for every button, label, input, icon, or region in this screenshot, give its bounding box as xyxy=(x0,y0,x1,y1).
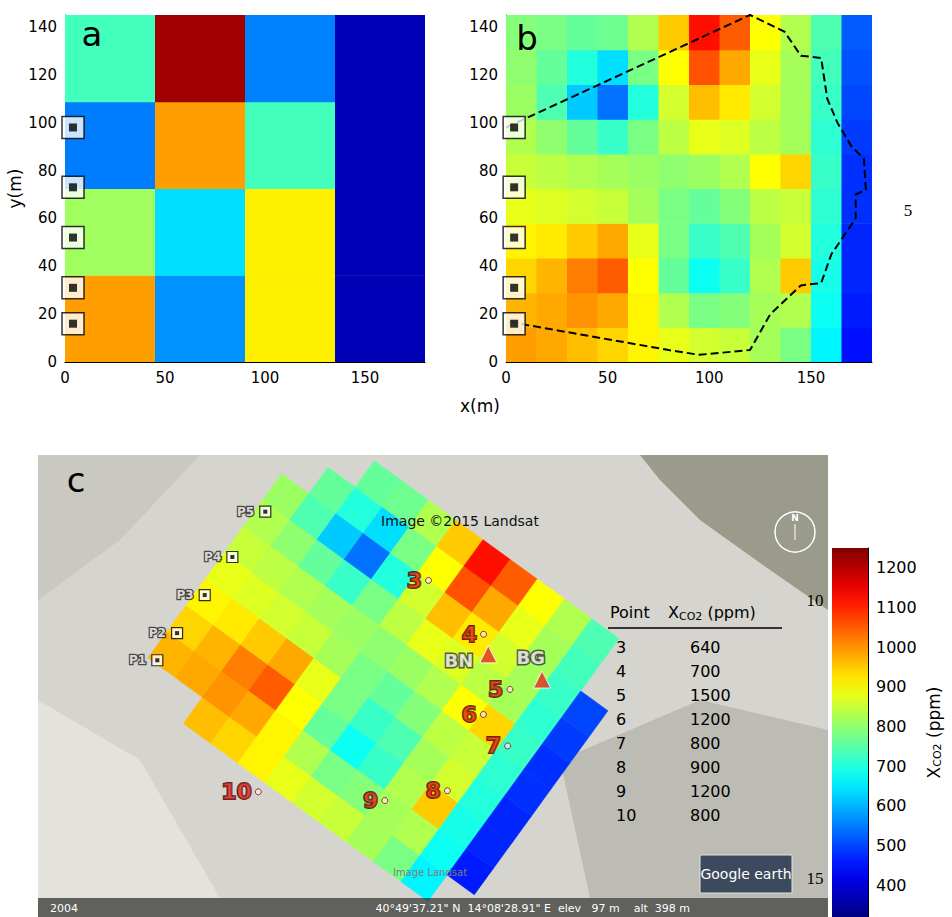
svg-text:Google earth: Google earth xyxy=(700,866,791,882)
svg-text:80: 80 xyxy=(479,162,498,180)
svg-text:15: 15 xyxy=(807,869,824,888)
svg-text:10: 10 xyxy=(221,779,252,804)
svg-text:60: 60 xyxy=(38,209,57,227)
svg-text:140: 140 xyxy=(28,18,57,36)
svg-text:(ppm): (ppm) xyxy=(702,603,755,622)
svg-text:640: 640 xyxy=(690,638,721,657)
svg-text:900: 900 xyxy=(876,677,907,696)
svg-text:40°49'37.21" N 14°08'28.91" E: 40°49'37.21" N 14°08'28.91" E elev 97 m … xyxy=(376,902,690,915)
svg-text:P4: P4 xyxy=(204,550,221,564)
svg-text:X: X xyxy=(668,603,679,622)
svg-text:4: 4 xyxy=(462,622,477,647)
svg-text:40: 40 xyxy=(38,257,57,275)
svg-text:5: 5 xyxy=(904,201,913,220)
svg-text:700: 700 xyxy=(690,662,721,681)
svg-text:1500: 1500 xyxy=(690,686,731,705)
svg-text:10: 10 xyxy=(616,806,636,825)
svg-text:P2: P2 xyxy=(149,626,166,640)
svg-text:5: 5 xyxy=(616,686,626,705)
svg-text:1000: 1000 xyxy=(876,638,917,657)
svg-text:6: 6 xyxy=(616,710,626,729)
svg-text:120: 120 xyxy=(469,66,498,84)
svg-text:9: 9 xyxy=(616,782,626,801)
svg-text:100: 100 xyxy=(695,369,724,387)
svg-text:8: 8 xyxy=(616,758,626,777)
svg-text:9: 9 xyxy=(363,788,378,813)
svg-text:X: X xyxy=(924,766,944,778)
svg-text:(ppm): (ppm) xyxy=(924,687,944,744)
svg-text:0: 0 xyxy=(60,369,70,387)
svg-text:120: 120 xyxy=(28,66,57,84)
svg-text:900: 900 xyxy=(690,758,721,777)
svg-text:50: 50 xyxy=(598,369,617,387)
svg-text:1200: 1200 xyxy=(876,558,917,577)
svg-text:100: 100 xyxy=(28,114,57,132)
svg-text:0: 0 xyxy=(501,369,511,387)
svg-text:5: 5 xyxy=(488,677,503,702)
svg-text:P3: P3 xyxy=(176,588,193,602)
svg-text:8: 8 xyxy=(426,778,441,803)
svg-text:600: 600 xyxy=(876,796,907,815)
svg-text:CO2: CO2 xyxy=(679,610,702,623)
svg-text:3: 3 xyxy=(407,568,422,593)
svg-text:2004: 2004 xyxy=(50,902,78,915)
svg-text:1200: 1200 xyxy=(690,782,731,801)
svg-text:Image ©2015 Landsat: Image ©2015 Landsat xyxy=(381,513,539,529)
svg-text:80: 80 xyxy=(38,162,57,180)
svg-text:40: 40 xyxy=(479,257,498,275)
svg-text:c: c xyxy=(67,460,86,500)
svg-text:400: 400 xyxy=(876,876,907,895)
svg-text:20: 20 xyxy=(38,305,57,323)
svg-text:1200: 1200 xyxy=(690,710,731,729)
svg-text:CO2: CO2 xyxy=(931,743,944,766)
svg-text:7: 7 xyxy=(616,734,626,753)
svg-text:P5: P5 xyxy=(237,505,254,519)
svg-text:7: 7 xyxy=(486,733,501,758)
svg-text:BN: BN xyxy=(445,650,474,671)
svg-text:b: b xyxy=(516,18,538,58)
svg-text:x(m): x(m) xyxy=(460,396,500,416)
svg-text:10: 10 xyxy=(807,591,824,610)
svg-text:800: 800 xyxy=(876,717,907,736)
svg-text:150: 150 xyxy=(797,369,826,387)
svg-text:3: 3 xyxy=(616,638,626,657)
svg-text:140: 140 xyxy=(469,18,498,36)
svg-text:60: 60 xyxy=(479,209,498,227)
svg-text:800: 800 xyxy=(690,806,721,825)
svg-text:0: 0 xyxy=(488,353,498,371)
svg-text:700: 700 xyxy=(876,757,907,776)
svg-text:6: 6 xyxy=(462,702,477,727)
svg-text:4: 4 xyxy=(616,662,626,681)
svg-text:P1: P1 xyxy=(129,653,146,667)
svg-text:500: 500 xyxy=(876,836,907,855)
svg-text:100: 100 xyxy=(469,114,498,132)
svg-text:a: a xyxy=(82,14,103,54)
svg-text:100: 100 xyxy=(251,369,280,387)
svg-text:20: 20 xyxy=(479,305,498,323)
svg-text:800: 800 xyxy=(690,734,721,753)
svg-text:50: 50 xyxy=(155,369,174,387)
svg-text:150: 150 xyxy=(351,369,380,387)
svg-text:Image Landsat: Image Landsat xyxy=(393,867,467,878)
svg-text:N: N xyxy=(791,513,799,523)
svg-text:0: 0 xyxy=(47,353,57,371)
svg-text:BG: BG xyxy=(517,647,546,668)
svg-text:Point: Point xyxy=(610,603,650,622)
svg-text:y(m): y(m) xyxy=(5,169,25,209)
svg-text:1100: 1100 xyxy=(876,598,917,617)
